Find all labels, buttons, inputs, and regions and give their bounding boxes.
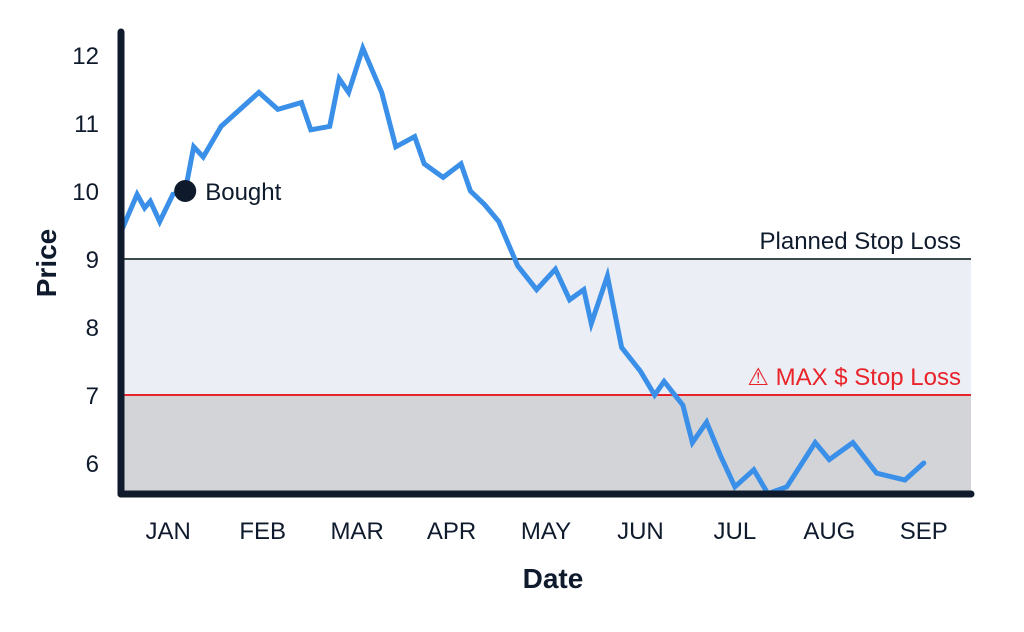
y-tick-label: 12 xyxy=(72,43,99,70)
stop-loss-lines xyxy=(121,258,971,396)
x-tick-label: APR xyxy=(427,518,476,545)
price-line-0 xyxy=(118,41,927,497)
y-tick-label: 11 xyxy=(74,111,99,138)
y-tick-label: 10 xyxy=(72,179,99,206)
y-tick-labels: 6 7 8 9 10 11 12 xyxy=(72,43,99,478)
max-stop-band xyxy=(121,395,971,494)
bought-label: Bought xyxy=(205,179,281,206)
y-tick-label: 8 xyxy=(86,315,99,342)
x-tick-label: JAN xyxy=(146,518,191,545)
bought-marker xyxy=(174,180,197,202)
y-tick-label: 6 xyxy=(86,451,99,478)
x-tick-label: MAR xyxy=(330,518,383,545)
y-axis-title: Price xyxy=(31,229,62,298)
x-tick-label: SEP xyxy=(900,518,948,545)
x-tick-labels: JAN FEB MAR APR MAY JUN JUL AUG SEP xyxy=(146,518,948,545)
planned-stop-label: Planned Stop Loss xyxy=(760,228,961,255)
chart-annotations: Bought Planned Stop Loss ⚠ MAX $ Stop Loss xyxy=(174,179,961,391)
x-axis-title: Date xyxy=(523,563,584,594)
x-tick-label: JUN xyxy=(617,518,664,545)
y-tick-label: 9 xyxy=(86,247,99,274)
price-series xyxy=(118,41,927,497)
x-tick-label: AUG xyxy=(803,518,855,545)
x-tick-label: FEB xyxy=(239,518,286,545)
x-tick-label: JUL xyxy=(714,518,757,545)
chart-axes xyxy=(117,28,975,498)
x-tick-label: MAY xyxy=(521,518,571,545)
y-tick-label: 7 xyxy=(86,383,99,410)
max-stop-label: ⚠ MAX $ Stop Loss xyxy=(747,364,961,391)
